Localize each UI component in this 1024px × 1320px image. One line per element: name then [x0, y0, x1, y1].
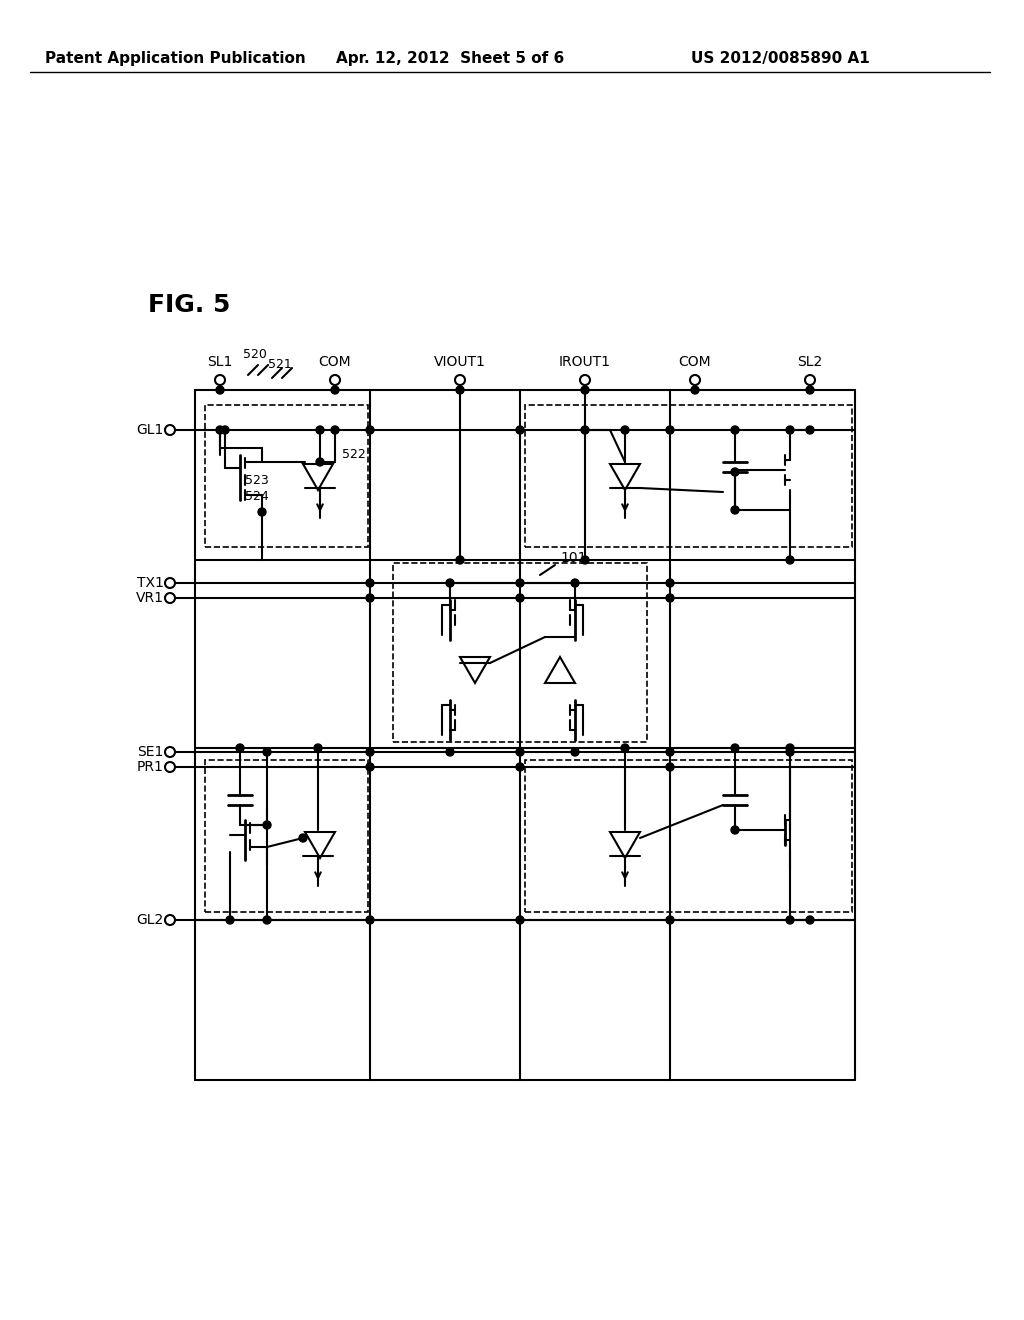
Text: GL2: GL2 — [136, 913, 164, 927]
Text: SL1: SL1 — [207, 355, 232, 370]
Text: COM: COM — [679, 355, 712, 370]
Circle shape — [571, 579, 579, 587]
Text: VIOUT1: VIOUT1 — [434, 355, 486, 370]
Circle shape — [516, 916, 524, 924]
Text: TX1: TX1 — [136, 576, 164, 590]
Circle shape — [314, 744, 322, 752]
Circle shape — [786, 916, 794, 924]
Text: SE1: SE1 — [137, 744, 163, 759]
Text: Apr. 12, 2012  Sheet 5 of 6: Apr. 12, 2012 Sheet 5 of 6 — [336, 50, 564, 66]
Circle shape — [446, 579, 454, 587]
Circle shape — [516, 594, 524, 602]
Bar — [393, 564, 647, 742]
Circle shape — [516, 748, 524, 756]
Circle shape — [580, 375, 590, 385]
Circle shape — [366, 763, 374, 771]
Circle shape — [263, 748, 271, 756]
Text: SL2: SL2 — [798, 355, 822, 370]
Text: 524: 524 — [245, 491, 268, 503]
Circle shape — [731, 469, 739, 477]
Circle shape — [263, 916, 271, 924]
Text: COM: COM — [318, 355, 351, 370]
Circle shape — [666, 579, 674, 587]
Circle shape — [331, 426, 339, 434]
Circle shape — [299, 834, 307, 842]
Circle shape — [806, 426, 814, 434]
Circle shape — [165, 578, 175, 587]
Circle shape — [316, 458, 324, 466]
Circle shape — [331, 385, 339, 393]
Circle shape — [516, 579, 524, 587]
Circle shape — [731, 506, 739, 513]
Circle shape — [806, 916, 814, 924]
Circle shape — [330, 375, 340, 385]
Circle shape — [456, 385, 464, 393]
Text: 523: 523 — [245, 474, 268, 487]
Circle shape — [581, 385, 589, 393]
Circle shape — [571, 748, 579, 756]
Circle shape — [666, 748, 674, 756]
Circle shape — [455, 375, 465, 385]
Text: 522: 522 — [342, 449, 366, 462]
Text: VR1: VR1 — [136, 591, 164, 605]
Circle shape — [456, 556, 464, 564]
Circle shape — [165, 915, 175, 925]
Circle shape — [215, 375, 225, 385]
Circle shape — [216, 385, 224, 393]
Text: GL1: GL1 — [136, 422, 164, 437]
Circle shape — [786, 556, 794, 564]
Circle shape — [263, 821, 271, 829]
Circle shape — [258, 508, 266, 516]
Circle shape — [165, 762, 175, 772]
Bar — [205, 760, 368, 912]
Text: US 2012/0085890 A1: US 2012/0085890 A1 — [690, 50, 869, 66]
Circle shape — [731, 426, 739, 434]
Circle shape — [666, 916, 674, 924]
Circle shape — [216, 426, 224, 434]
Text: Patent Application Publication: Patent Application Publication — [45, 50, 305, 66]
Circle shape — [621, 744, 629, 752]
Circle shape — [366, 579, 374, 587]
Circle shape — [165, 593, 175, 603]
Circle shape — [366, 426, 374, 434]
Circle shape — [786, 744, 794, 752]
Circle shape — [366, 748, 374, 756]
Text: FIG. 5: FIG. 5 — [148, 293, 230, 317]
Circle shape — [366, 594, 374, 602]
Circle shape — [221, 426, 229, 434]
Circle shape — [621, 426, 629, 434]
Circle shape — [165, 425, 175, 436]
Circle shape — [516, 763, 524, 771]
Circle shape — [786, 426, 794, 434]
Circle shape — [666, 594, 674, 602]
Circle shape — [666, 426, 674, 434]
Circle shape — [805, 375, 815, 385]
Circle shape — [226, 916, 234, 924]
Circle shape — [516, 426, 524, 434]
Text: 521: 521 — [268, 359, 292, 371]
Circle shape — [581, 556, 589, 564]
Circle shape — [690, 375, 700, 385]
Text: 101: 101 — [560, 550, 587, 565]
Circle shape — [691, 385, 699, 393]
Text: 520: 520 — [243, 348, 267, 362]
Bar — [525, 405, 852, 546]
Bar — [525, 760, 852, 912]
Text: PR1: PR1 — [136, 760, 164, 774]
Circle shape — [666, 763, 674, 771]
Circle shape — [366, 916, 374, 924]
Circle shape — [786, 748, 794, 756]
Circle shape — [581, 426, 589, 434]
Circle shape — [236, 744, 244, 752]
Text: IROUT1: IROUT1 — [559, 355, 611, 370]
Circle shape — [731, 826, 739, 834]
Circle shape — [446, 748, 454, 756]
Bar — [205, 405, 368, 546]
Circle shape — [806, 385, 814, 393]
Circle shape — [316, 426, 324, 434]
Circle shape — [165, 747, 175, 756]
Circle shape — [731, 744, 739, 752]
